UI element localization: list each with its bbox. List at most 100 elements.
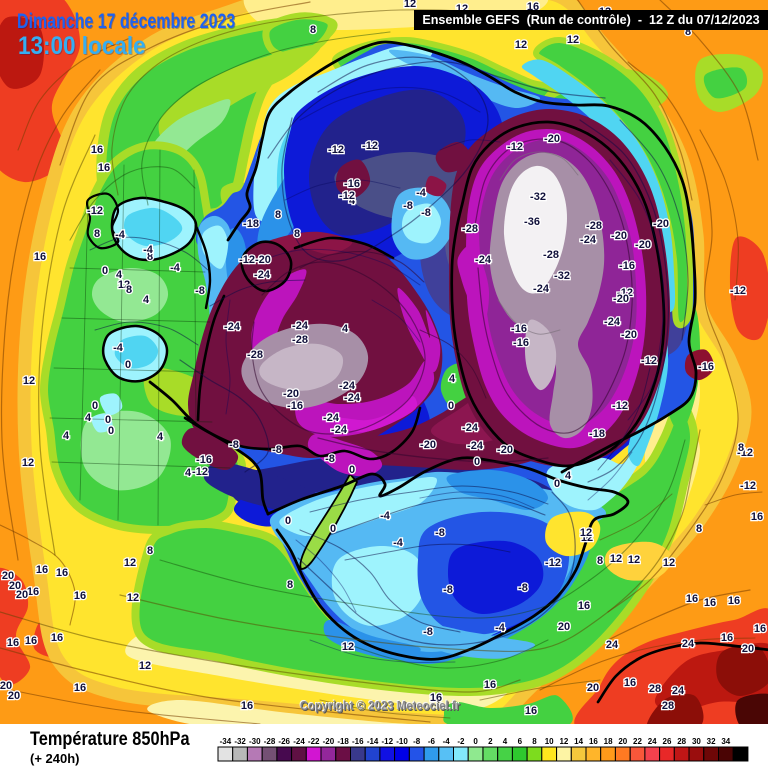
svg-text:-24: -24 [533,283,550,295]
svg-text:4: 4 [143,294,150,306]
svg-text:24: 24 [672,685,685,697]
svg-text:20: 20 [9,580,21,592]
svg-text:-4: -4 [113,342,124,354]
svg-text:12: 12 [581,532,593,544]
svg-text:20: 20 [8,690,20,702]
svg-text:-20: -20 [621,329,637,341]
svg-text:16: 16 [91,144,103,156]
svg-text:12: 12 [139,660,151,672]
svg-text:-12: -12 [382,737,394,746]
svg-text:-24: -24 [604,316,621,328]
svg-text:-20: -20 [497,444,513,456]
svg-text:16: 16 [430,692,442,704]
svg-text:4: 4 [503,737,508,746]
svg-text:-22: -22 [308,737,320,746]
svg-text:16: 16 [728,595,740,607]
svg-text:16: 16 [7,637,19,649]
svg-text:8: 8 [294,228,300,240]
svg-text:22: 22 [633,737,642,746]
svg-text:16: 16 [624,677,636,689]
svg-text:-12: -12 [737,447,753,459]
svg-text:24: 24 [648,737,657,746]
svg-text:0: 0 [448,400,454,412]
svg-text:12: 12 [628,554,640,566]
svg-text:12: 12 [118,279,130,291]
svg-text:-24: -24 [331,424,348,436]
svg-text:24: 24 [682,638,695,650]
svg-text:-24: -24 [224,321,241,333]
svg-text:-12: -12 [87,205,103,217]
svg-text:-24: -24 [580,234,597,246]
svg-text:12: 12 [610,553,622,565]
svg-text:-4: -4 [170,262,181,274]
svg-text:0: 0 [330,523,336,535]
svg-text:-8: -8 [403,200,413,212]
svg-text:-8: -8 [413,737,421,746]
svg-text:-28: -28 [247,349,263,361]
svg-text:16: 16 [25,635,37,647]
svg-text:32: 32 [707,737,716,746]
svg-text:-32: -32 [554,270,570,282]
svg-text:-20: -20 [283,388,299,400]
svg-text:-24: -24 [339,380,356,392]
svg-text:-28: -28 [462,223,478,235]
svg-text:12: 12 [515,39,527,51]
svg-text:2: 2 [488,737,493,746]
svg-text:16: 16 [686,593,698,605]
svg-text:0: 0 [473,737,478,746]
svg-text:0: 0 [105,414,111,426]
svg-text:-28: -28 [586,220,602,232]
svg-text:12: 12 [342,641,354,653]
svg-text:-8: -8 [229,439,239,451]
svg-text:-28: -28 [264,737,276,746]
svg-text:8: 8 [147,251,153,263]
svg-text:12: 12 [404,0,416,10]
svg-text:20: 20 [742,643,754,655]
svg-text:-28: -28 [292,334,308,346]
svg-text:16: 16 [51,632,63,644]
svg-text:12: 12 [580,527,592,539]
svg-text:20: 20 [2,570,14,582]
svg-text:16: 16 [36,564,48,576]
svg-text:10: 10 [545,737,554,746]
svg-text:-4: -4 [143,244,154,256]
svg-text:-8: -8 [421,207,431,219]
svg-text:-12: -12 [617,287,633,299]
svg-text:12: 12 [127,592,139,604]
svg-text:4: 4 [85,412,92,424]
svg-text:8: 8 [147,545,153,557]
svg-text:16: 16 [589,737,598,746]
svg-text:-24: -24 [344,392,361,404]
svg-text:-30: -30 [249,737,261,746]
svg-text:16: 16 [751,511,763,523]
svg-text:-24: -24 [293,737,305,746]
svg-text:-14: -14 [367,737,379,746]
svg-text:16: 16 [484,679,496,691]
svg-text:28: 28 [649,683,661,695]
svg-text:8: 8 [532,737,537,746]
svg-text:0: 0 [285,515,291,527]
svg-text:-16: -16 [352,737,364,746]
svg-text:-32: -32 [530,191,546,203]
svg-text:8: 8 [126,284,132,296]
svg-text:-8: -8 [325,453,335,465]
svg-text:-18: -18 [243,218,259,230]
svg-text:8: 8 [597,555,603,567]
svg-text:-12-20: -12-20 [239,254,271,266]
svg-text:24: 24 [606,639,619,651]
svg-text:34: 34 [721,737,730,746]
svg-text:-12: -12 [339,190,355,202]
svg-text:4: 4 [185,467,192,479]
svg-text:-8: -8 [443,584,453,596]
svg-text:14: 14 [574,737,583,746]
svg-text:20: 20 [0,680,12,692]
svg-text:-12: -12 [730,285,746,297]
svg-text:-24: -24 [292,320,309,332]
svg-text:-20: -20 [613,293,629,305]
svg-text:-24: -24 [323,412,340,424]
svg-text:8: 8 [275,209,281,221]
svg-text:-10: -10 [396,737,408,746]
svg-text:-20: -20 [420,439,436,451]
svg-text:-12: -12 [192,466,208,478]
svg-text:8: 8 [738,442,744,454]
